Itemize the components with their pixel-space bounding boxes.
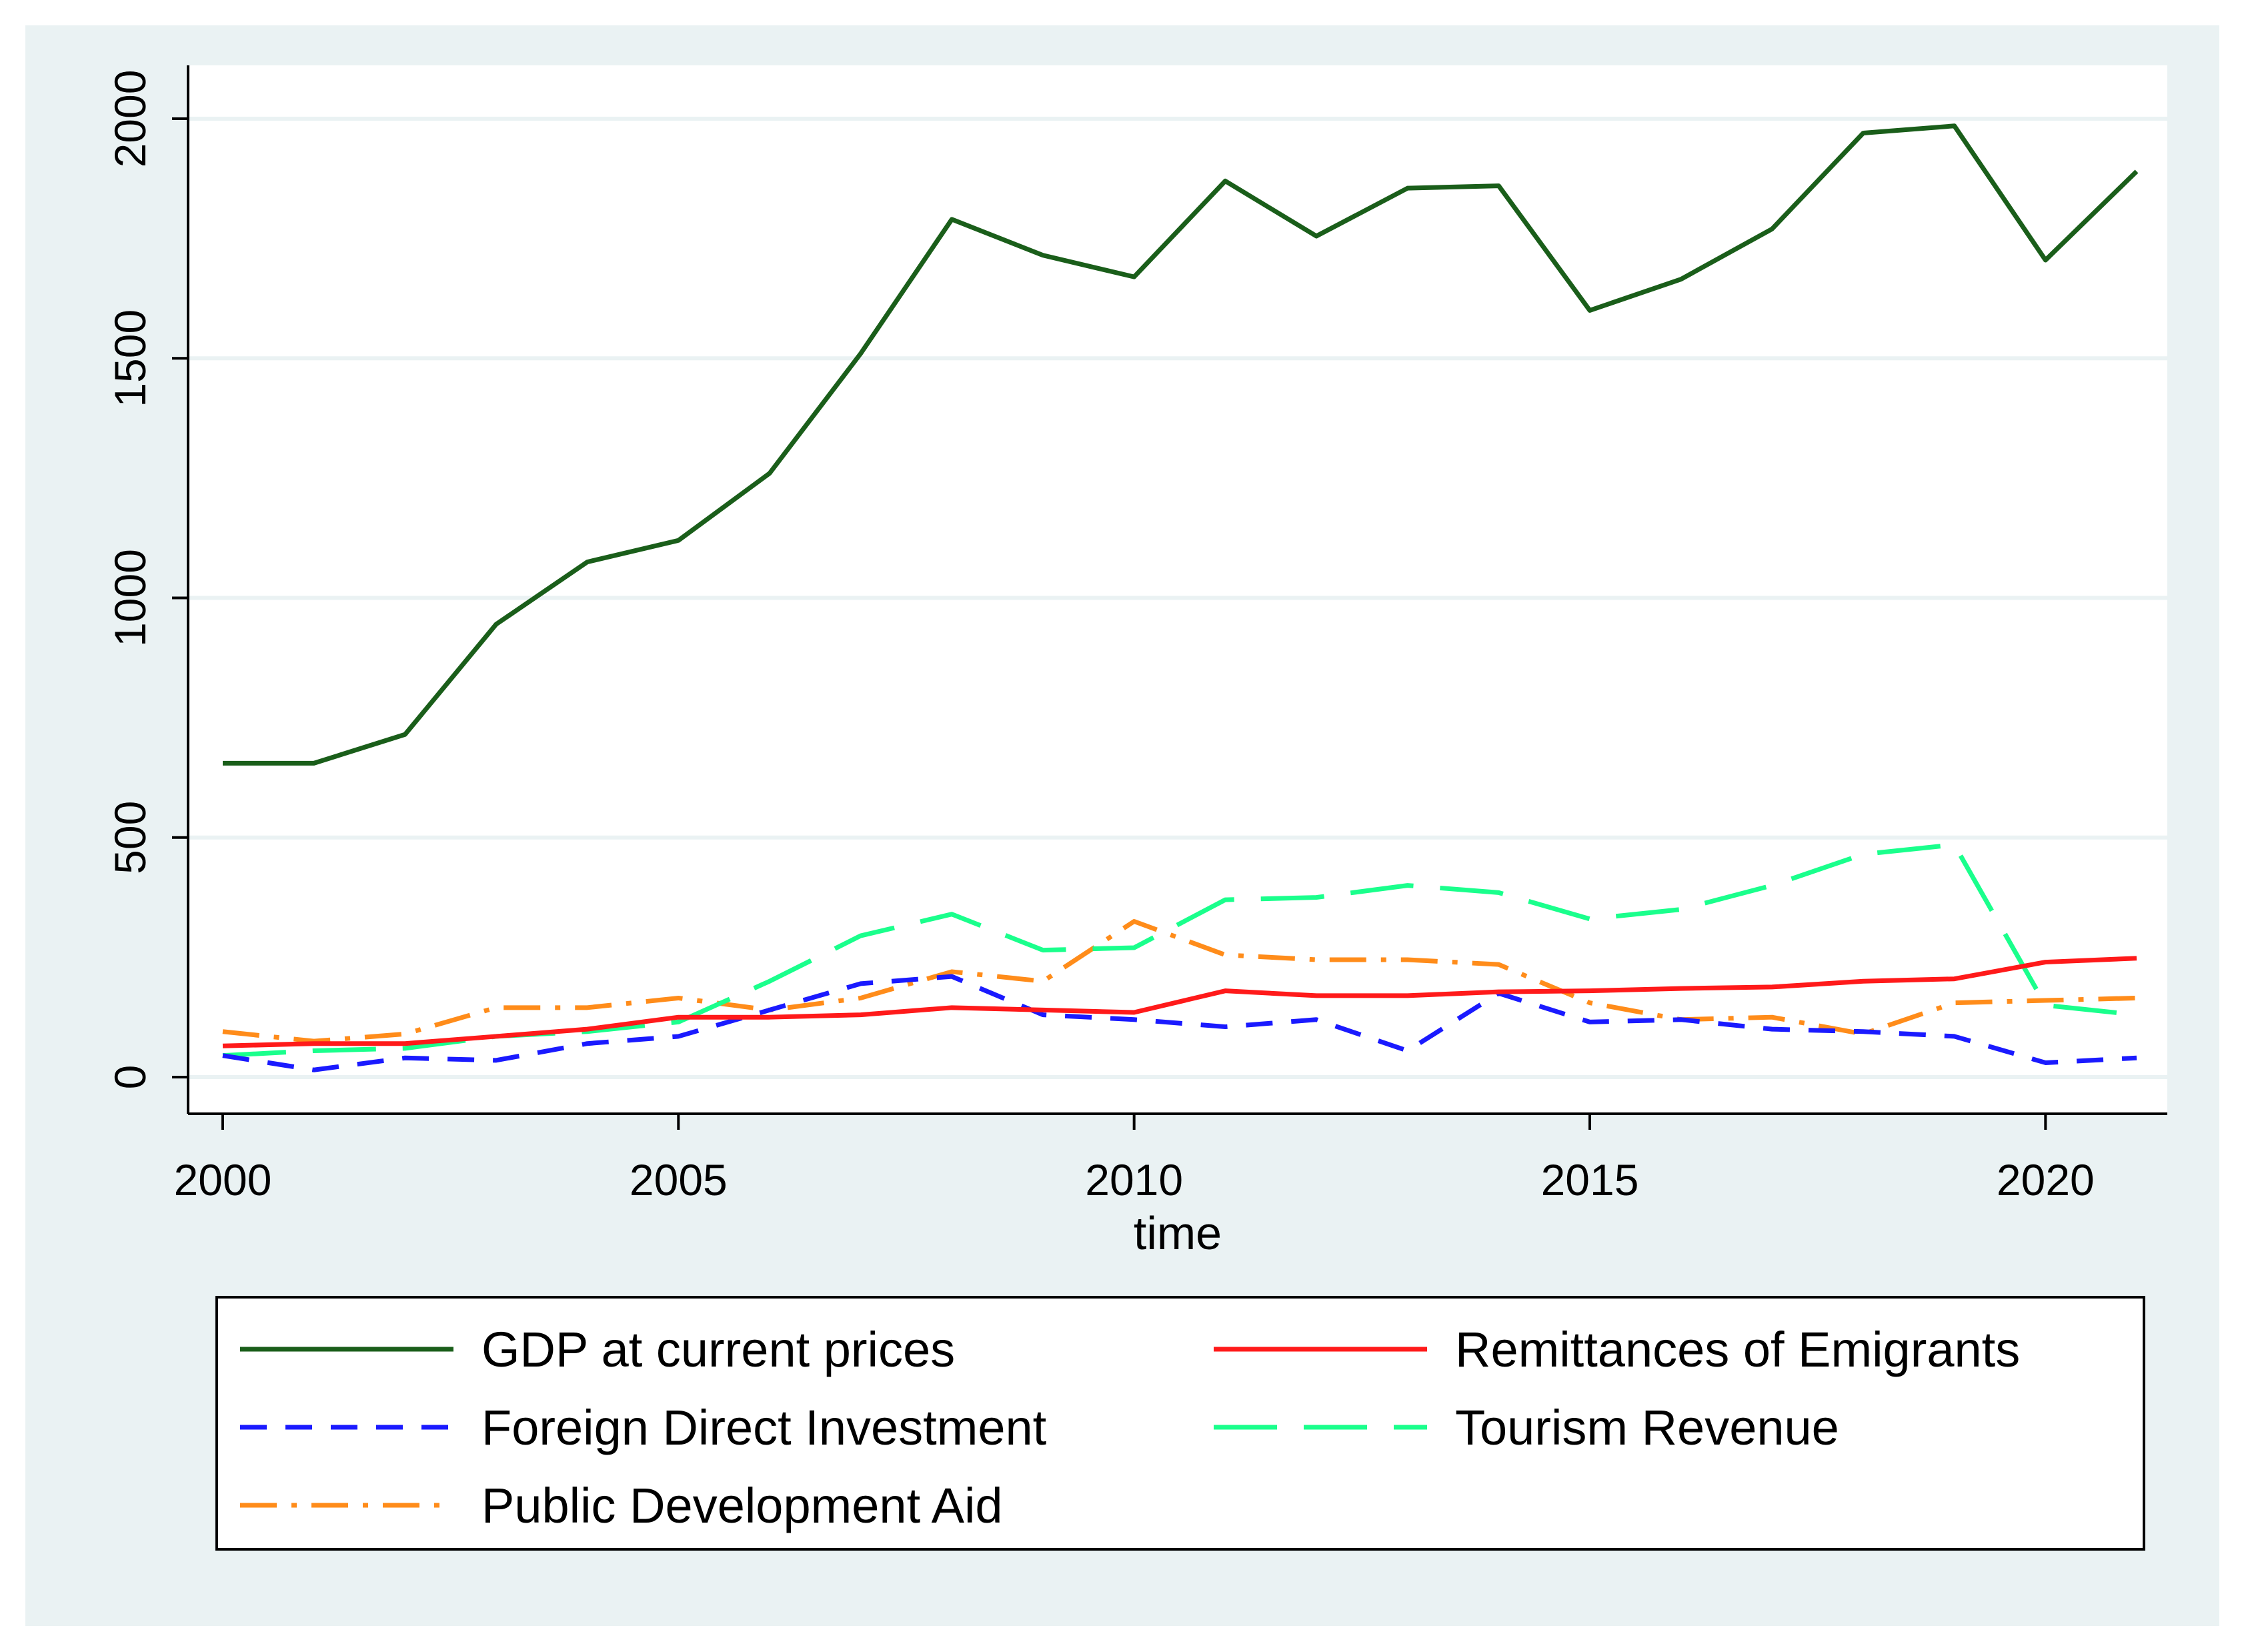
- y-tick-label-2000: 2000: [105, 70, 155, 168]
- x-tick-label-2010: 2010: [1085, 1155, 1183, 1204]
- legend-box: [215, 1296, 2145, 1551]
- series-line-gdp-at-current-prices: [223, 123, 2139, 766]
- y-tick-label-0: 0: [105, 1065, 155, 1090]
- x-tick-label-2005: 2005: [630, 1155, 728, 1204]
- x-axis-title: time: [1134, 1207, 1222, 1259]
- x-tick-label-2020: 2020: [1997, 1155, 2095, 1204]
- legend-label-gdp-at-current-prices: GDP at current prices: [481, 1322, 955, 1377]
- legend-label-foreign-direct-investment: Foreign Direct Investment: [481, 1400, 1047, 1455]
- series-lines: [222, 123, 2139, 1072]
- series-line-remittances-of-emigrants: [222, 956, 2137, 1048]
- legend-label-public-development-aid: Public Development Aid: [481, 1478, 1003, 1533]
- x-tick-label-2015: 2015: [1541, 1155, 1639, 1204]
- x-tick-label-2000: 2000: [174, 1155, 272, 1204]
- legend-items: GDP at current prices Remittances of Emig…: [240, 1322, 2020, 1533]
- legend: GDP at current prices Remittances of Emig…: [215, 1296, 2145, 1551]
- y-axis-ticks: 0 500 1000 1500 2000: [105, 70, 188, 1090]
- legend-label-tourism-revenue: Tourism Revenue: [1455, 1400, 1839, 1455]
- grid-lines: [188, 117, 2167, 1079]
- y-tick-label-1000: 1000: [105, 549, 155, 647]
- legend-label-remittances-of-emigrants: Remittances of Emigrants: [1455, 1322, 2020, 1377]
- x-axis-ticks: 2000 2005 2010 2015 2020: [174, 1114, 2095, 1204]
- y-tick-label-1500: 1500: [105, 309, 155, 407]
- plot-area: [188, 65, 2167, 1114]
- series-line-foreign-direct-investment: [222, 974, 2137, 1072]
- y-tick-label-500: 500: [105, 801, 155, 874]
